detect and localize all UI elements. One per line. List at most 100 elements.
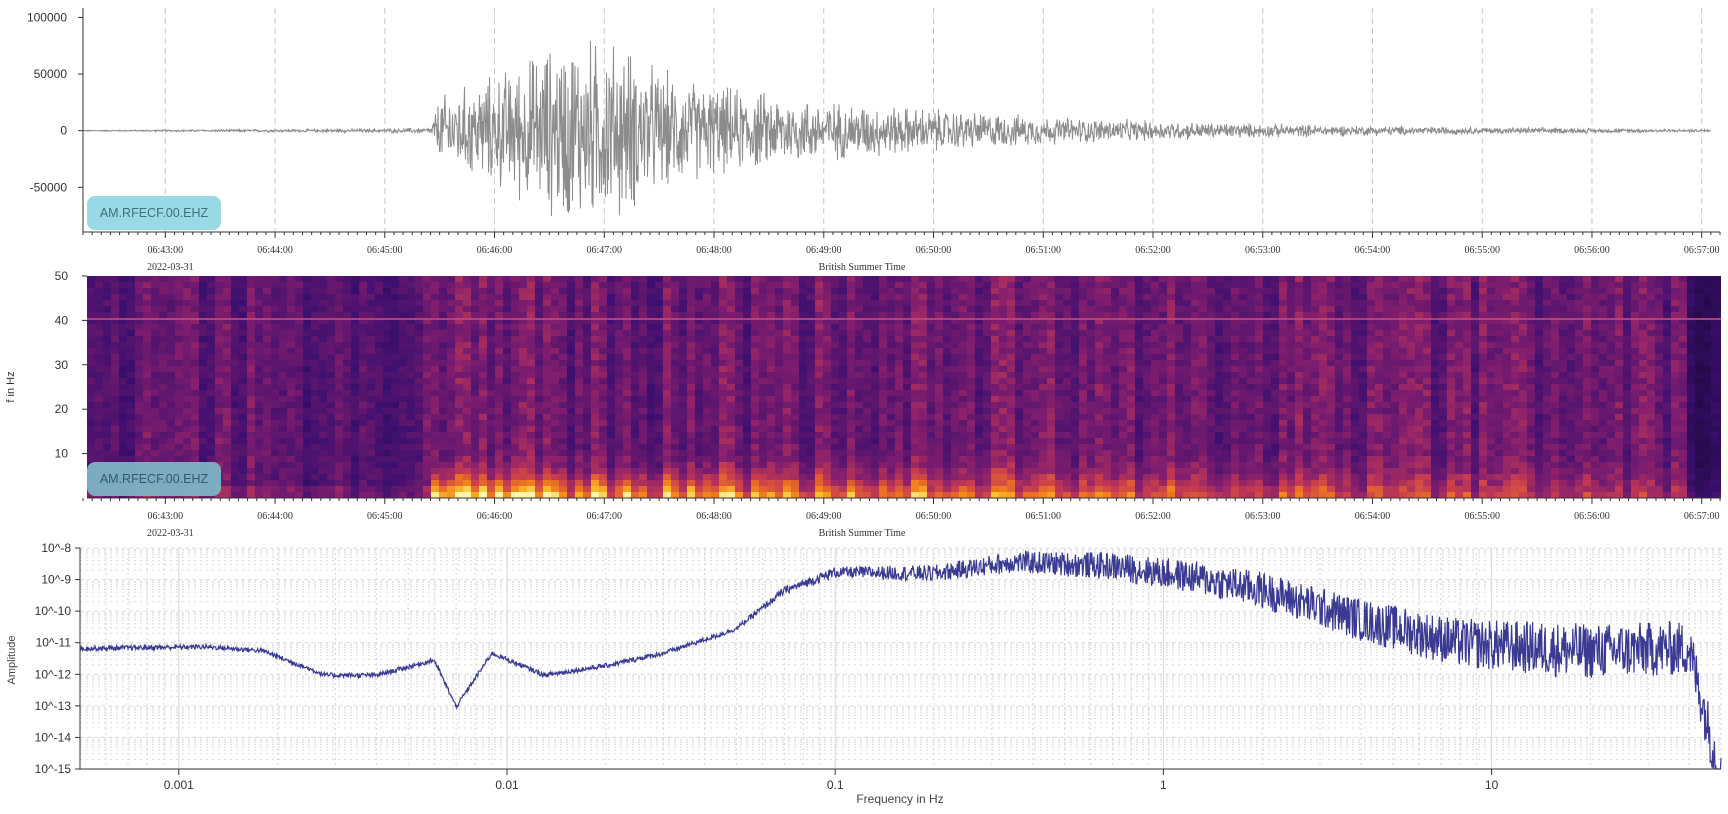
spectrogram-cell — [591, 450, 599, 456]
spectrogram-cell — [95, 390, 103, 396]
spectrogram-cell — [359, 360, 367, 366]
spectrogram-cell — [423, 492, 431, 498]
spectrogram-cell — [623, 348, 631, 354]
spectrogram-cell — [519, 312, 527, 318]
spectrogram-cell — [487, 462, 495, 468]
spectrogram-cell — [527, 300, 535, 306]
spectrogram-cell — [575, 456, 583, 462]
spectrogram-cell — [575, 294, 583, 300]
spectrogram-cell — [367, 432, 375, 438]
spectrogram-cell — [479, 474, 487, 480]
spectrogram-cell — [391, 474, 399, 480]
spectrogram-cell — [639, 360, 647, 366]
spectrogram-cell — [383, 354, 391, 360]
spectrogram-cell — [951, 324, 959, 330]
spectrogram-cell — [591, 294, 599, 300]
spectrogram-cell — [1079, 384, 1087, 390]
spectrogram-cell — [607, 336, 615, 342]
spectrogram-cell — [199, 342, 207, 348]
spectrogram-cell — [767, 378, 775, 384]
spectrogram-cell — [575, 360, 583, 366]
spectrogram-cell — [399, 300, 407, 306]
spectrogram-cell — [583, 432, 591, 438]
spectrogram-cell — [855, 354, 863, 360]
spectrogram-cell — [967, 294, 975, 300]
spectrogram-cell — [655, 372, 663, 378]
spectrogram-cell — [847, 492, 855, 498]
spectrogram-cell — [215, 414, 223, 420]
spectrogram-cell — [223, 432, 231, 438]
spectrogram-cell — [543, 462, 551, 468]
spectrogram-cell — [1055, 294, 1063, 300]
spectrogram-cell — [671, 330, 679, 336]
spectrogram-cell — [743, 288, 751, 294]
spectrogram-cell — [151, 336, 159, 342]
spectrogram-cell — [463, 372, 471, 378]
spectrogram-cell — [263, 312, 271, 318]
spectrogram-cell — [183, 366, 191, 372]
spectrogram-cell — [423, 288, 431, 294]
spectrogram-cell — [943, 486, 951, 492]
spectrogram-cell — [783, 288, 791, 294]
spectrogram-cell — [855, 324, 863, 330]
spectrogram-cell — [543, 300, 551, 306]
spectrogram-cell — [647, 474, 655, 480]
spectrogram-cell — [887, 420, 895, 426]
spectrogram-cell — [367, 294, 375, 300]
spectrogram-cell — [111, 384, 119, 390]
spectrogram-cell — [103, 420, 111, 426]
spectrogram-cell — [959, 282, 967, 288]
spectrogram-cell — [911, 420, 919, 426]
spectrogram-cell — [1031, 360, 1039, 366]
spectrogram-cell — [407, 282, 415, 288]
spectrogram-cell — [1031, 288, 1039, 294]
spectrogram-cell — [1007, 276, 1015, 282]
spectrogram-cell — [511, 408, 519, 414]
spectrogram-cell — [735, 318, 743, 324]
spectrogram-cell — [295, 330, 303, 336]
spectrogram-cell — [455, 378, 463, 384]
spectrogram-cell — [551, 462, 559, 468]
spectrogram-cell — [759, 474, 767, 480]
spectrogram-cell — [663, 276, 671, 282]
spectrogram-cell — [639, 336, 647, 342]
spectrogram-cell — [287, 450, 295, 456]
spectrogram-cell — [1015, 396, 1023, 402]
spectrogram-cell — [223, 492, 231, 498]
spectrogram-cell — [367, 306, 375, 312]
spectrogram-cell — [879, 378, 887, 384]
spectrogram-cell — [935, 396, 943, 402]
spectrogram-cell — [767, 420, 775, 426]
spectrogram-cell — [607, 402, 615, 408]
spectrogram-cell — [991, 486, 999, 492]
spectrogram-cell — [623, 294, 631, 300]
spectrogram-cell — [1039, 306, 1047, 312]
spectrogram-cell — [943, 474, 951, 480]
spectrogram-cell — [927, 408, 935, 414]
spectrogram-cell — [615, 450, 623, 456]
spectrogram-cell — [487, 336, 495, 342]
spectrogram-cell — [239, 456, 247, 462]
spectrogram-cell — [567, 492, 575, 498]
spectrogram-cell — [207, 306, 215, 312]
spectrogram-cell — [903, 426, 911, 432]
spectrogram-cell — [1007, 336, 1015, 342]
spectrogram-cell — [215, 282, 223, 288]
spectrogram-cell — [295, 444, 303, 450]
spectrogram-cell — [831, 420, 839, 426]
spectrogram-cell — [415, 366, 423, 372]
spectrogram-cell — [87, 396, 95, 402]
spectrogram-cell — [1047, 480, 1055, 486]
spectrogram-cell — [335, 444, 343, 450]
spectrogram-cell — [335, 492, 343, 498]
spectrogram-cell — [1063, 420, 1071, 426]
spectrogram-cell — [1023, 366, 1031, 372]
spectrogram-cell — [431, 312, 439, 318]
spectrogram-cell — [1015, 324, 1023, 330]
spectrogram-cell — [423, 450, 431, 456]
spectrogram-cell — [975, 462, 983, 468]
spectrogram-cell — [663, 318, 671, 324]
spectrogram-cell — [679, 426, 687, 432]
spectrogram-cell — [399, 438, 407, 444]
spectrogram-cell — [159, 318, 167, 324]
